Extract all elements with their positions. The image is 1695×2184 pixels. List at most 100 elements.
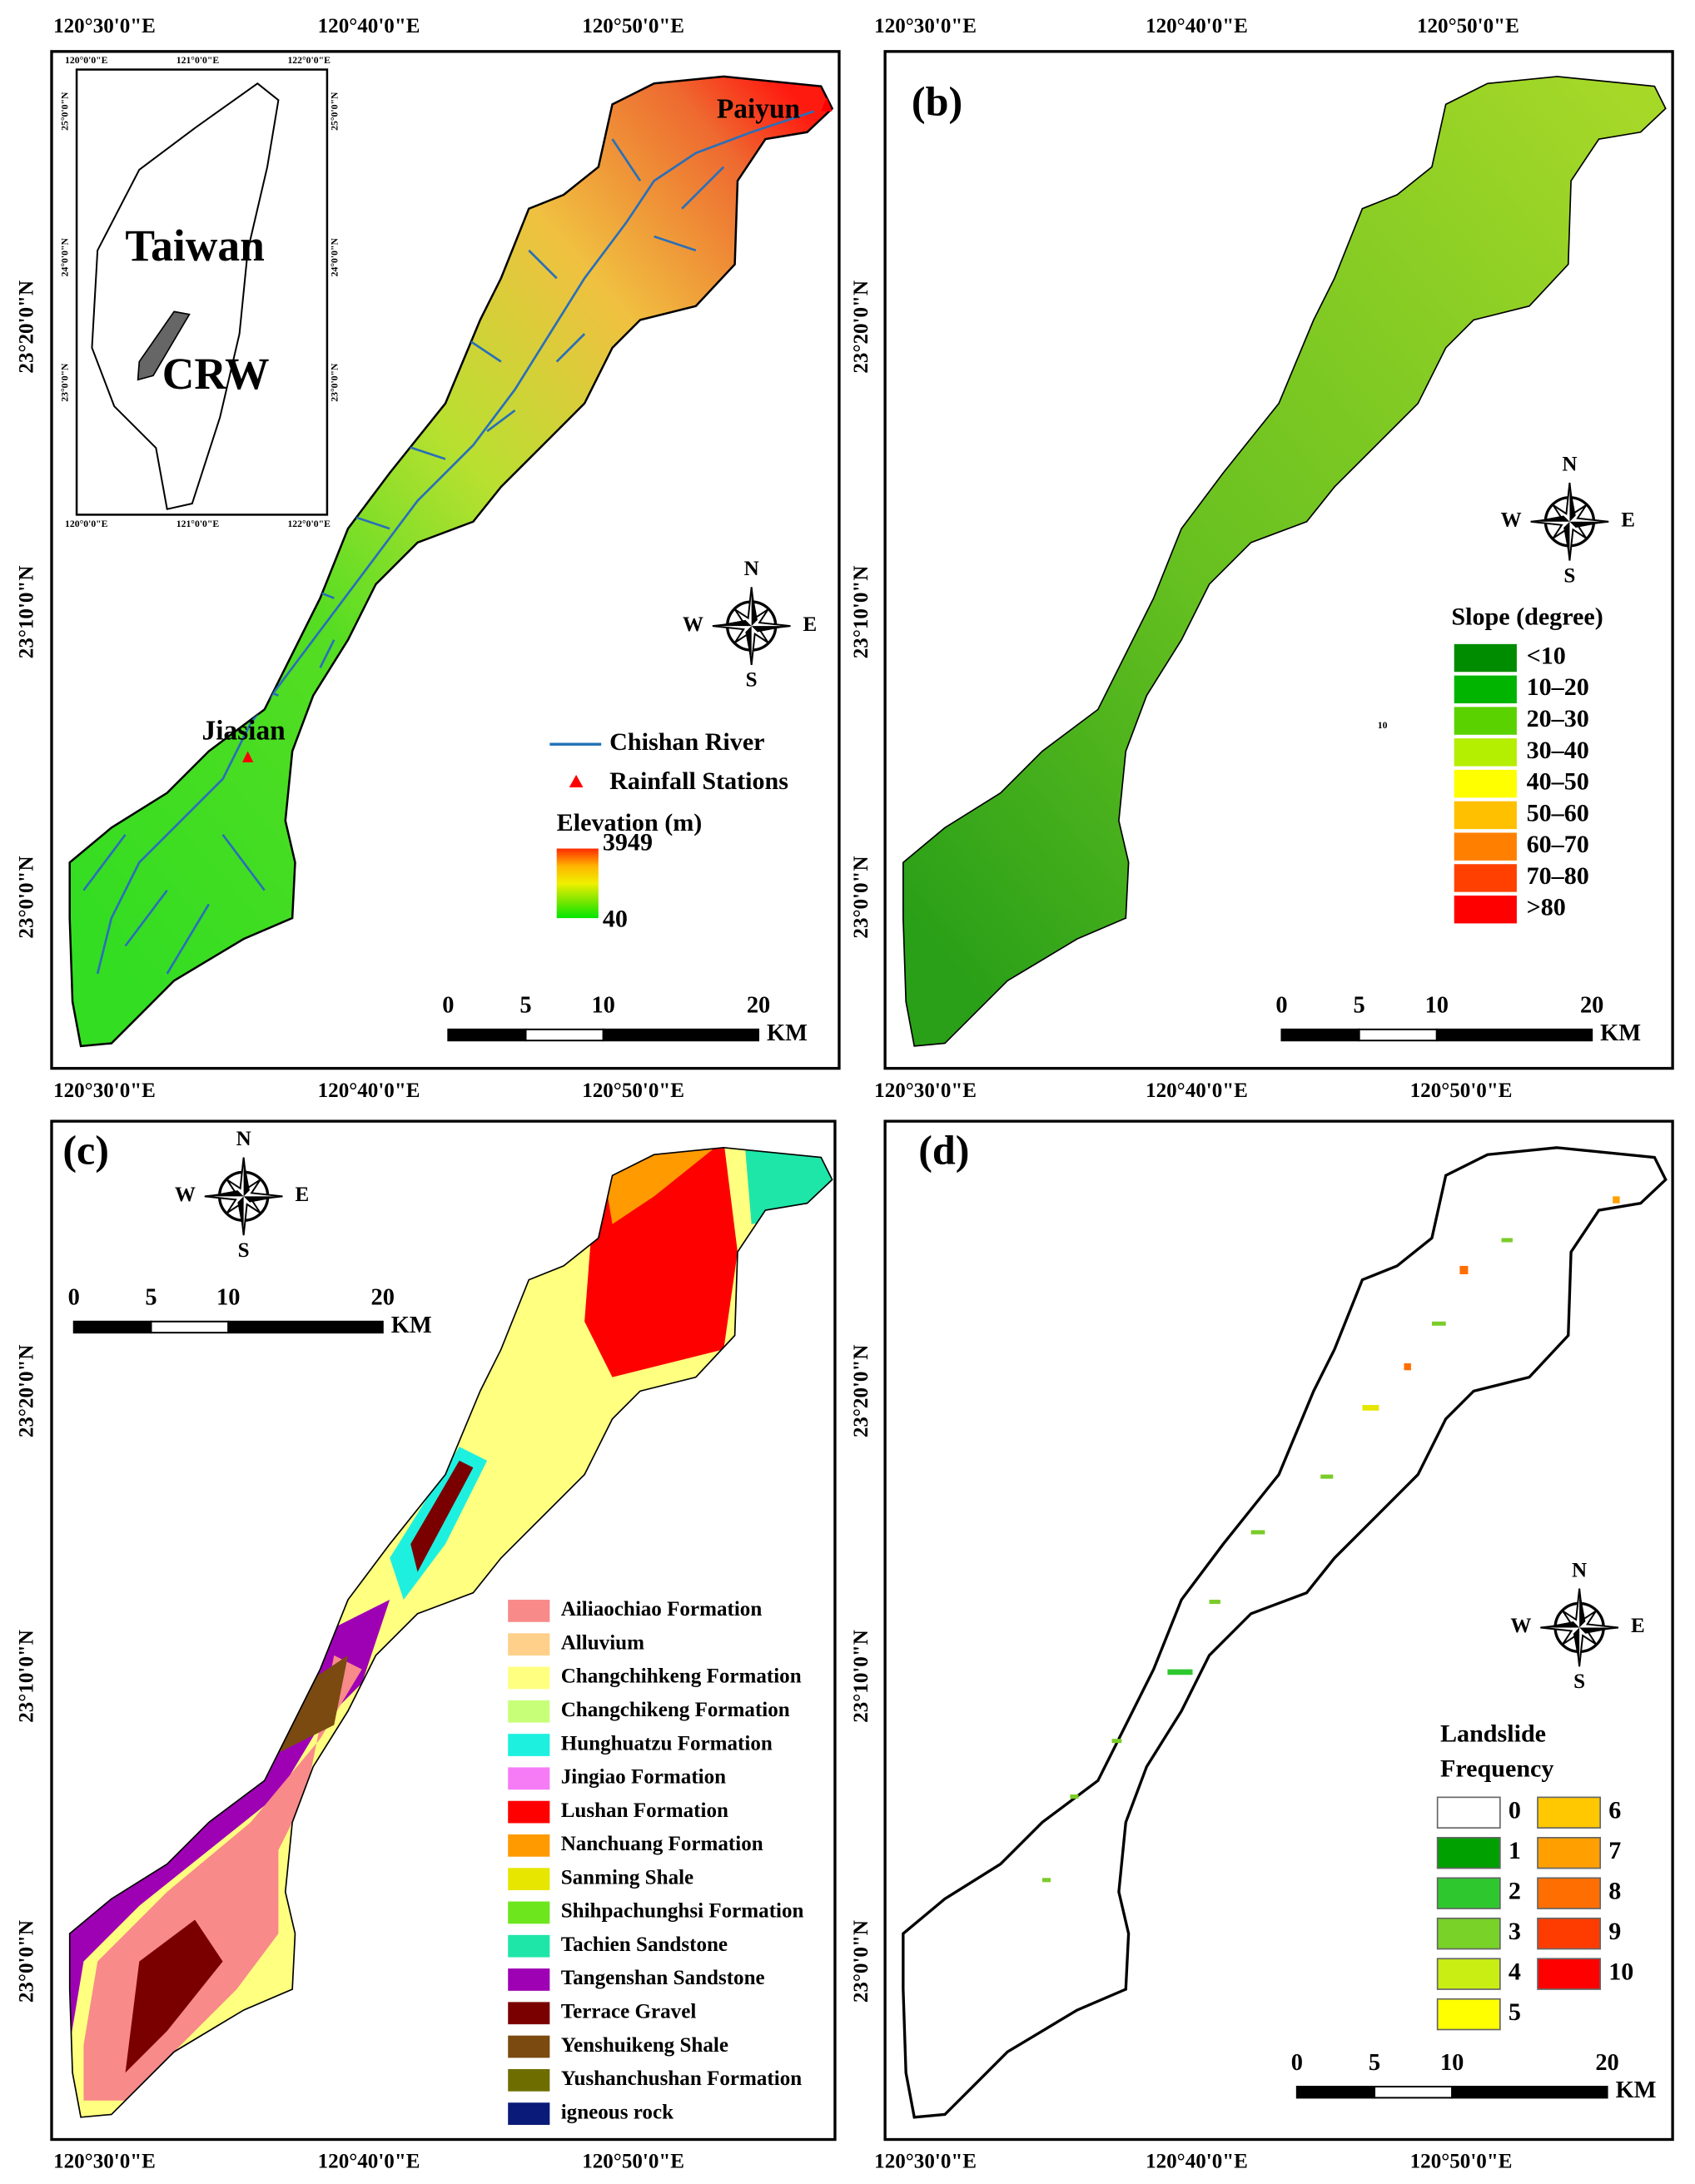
compass-point — [237, 1196, 244, 1236]
latitude-label: 23°20'0"N — [850, 280, 872, 374]
compass-point — [243, 1196, 283, 1203]
compass-rose — [1540, 1588, 1619, 1667]
compass-point — [1540, 1621, 1580, 1628]
inset-latitude: 23°0'0"N — [59, 363, 70, 402]
compass-rose — [712, 587, 791, 666]
legend-label: 5 — [1509, 1998, 1521, 2026]
landslide-map — [902, 1146, 1668, 2119]
longitude-label: 120°50'0"E — [1410, 1080, 1513, 1102]
scale-segment — [72, 1320, 152, 1334]
panel-label: (b) — [912, 78, 962, 125]
compass-point — [751, 626, 791, 633]
longitude-label: 120°30'0"E — [874, 15, 977, 37]
latitude-label: 23°10'0"N — [850, 1630, 872, 1723]
latitude-label: 23°20'0"N — [15, 1345, 37, 1438]
legend-swatch — [508, 2002, 550, 2025]
scale-label: 10 — [591, 993, 614, 1019]
panel-label: (c) — [62, 1127, 109, 1174]
compass-letter: S — [1563, 564, 1575, 587]
longitude-label: 120°40'0"E — [1146, 1080, 1248, 1102]
scale-label: 10 — [1425, 993, 1449, 1019]
compass-point — [745, 626, 752, 665]
longitude-label: 120°30'0"E — [874, 1080, 977, 1102]
compass-point — [1573, 1627, 1580, 1667]
legend-label: >80 — [1527, 893, 1566, 921]
scale-segment — [1451, 2086, 1608, 2099]
legend-swatch — [1537, 1837, 1602, 1869]
latitude-label: 23°0'0"N — [15, 1920, 37, 2003]
legend-label: 70–80 — [1527, 861, 1589, 890]
inset-latitude: 25°0'0"N — [330, 92, 340, 131]
longitude-label: 120°30'0"E — [53, 2151, 156, 2173]
legend-swatch — [508, 1968, 550, 1991]
legend-swatch — [508, 1734, 550, 1756]
longitude-label: 120°50'0"E — [582, 2151, 684, 2173]
longitude-label: 120°50'0"E — [582, 1080, 684, 1102]
compass-point — [1569, 521, 1609, 529]
legend-label: Lushan Formation — [561, 1799, 728, 1822]
compass-letter: E — [1631, 1615, 1645, 1637]
scale-segment — [227, 1320, 384, 1334]
colorbar — [556, 848, 599, 919]
scale-label: 0 — [1275, 993, 1287, 1019]
place-label: Paiyun — [717, 93, 801, 124]
scale-label: 5 — [1354, 993, 1365, 1019]
legend-swatch — [508, 1868, 550, 1891]
legend-label: 1 — [1509, 1836, 1521, 1864]
legend-swatch — [508, 1901, 550, 1924]
legend-swatch — [1537, 1796, 1602, 1829]
compass-point — [712, 619, 752, 627]
legend-label: Hunghuatzu Formation — [561, 1732, 773, 1755]
compass-letter: W — [1510, 1615, 1531, 1637]
geology-map — [68, 1147, 833, 2118]
legend-swatch — [508, 2068, 550, 2092]
compass-letter: E — [803, 613, 818, 636]
compass-letter: N — [744, 558, 759, 580]
compass-rose — [1530, 482, 1609, 561]
legend-swatch — [1436, 1958, 1501, 1990]
scale-label: 20 — [1580, 993, 1603, 1019]
legend-triangle — [569, 774, 584, 787]
inset-longitude: 121°0'0"E — [176, 55, 220, 66]
legend-swatch — [1436, 1998, 1501, 2031]
latitude-label: 23°20'0"N — [850, 1345, 872, 1438]
latitude-label: 23°10'0"N — [15, 1630, 37, 1723]
place-label: Jiasian — [202, 715, 286, 746]
legend-swatch — [508, 1800, 550, 1824]
scale-segment — [524, 1028, 604, 1042]
legend-label: Rainfall Stations — [609, 767, 788, 795]
compass-letter: E — [295, 1184, 309, 1206]
legend-label: Sanming Shale — [561, 1866, 693, 1889]
compass-point — [1563, 521, 1570, 561]
latitude-label: 23°10'0"N — [15, 566, 37, 659]
scale-label: 0 — [1291, 2050, 1303, 2076]
compass-letter: S — [238, 1239, 250, 1262]
legend-label: Nanchuang Formation — [561, 1833, 763, 1855]
colorbar-max: 3949 — [603, 827, 653, 856]
inset-longitude: 120°0'0"E — [65, 519, 108, 529]
inset-longitude: 122°0'0"E — [287, 519, 331, 529]
legend-swatch — [508, 2035, 550, 2058]
scale-label: 5 — [145, 1285, 157, 1311]
scale-segment — [1374, 2086, 1454, 2099]
scale-segment — [1435, 1028, 1593, 1042]
legend-swatch — [508, 1700, 550, 1723]
legend-title: Landslide — [1440, 1720, 1546, 1748]
compass-letter: S — [746, 669, 758, 692]
compass-point — [1579, 1588, 1586, 1628]
scale-label: 10 — [216, 1285, 240, 1311]
inset-latitude: 24°0'0"N — [330, 238, 340, 277]
inset-label: Taiwan — [125, 221, 264, 271]
inset-longitude: 122°0'0"E — [287, 55, 331, 66]
legend-label: 9 — [1608, 1917, 1621, 1945]
scale-label: 5 — [519, 993, 531, 1019]
legend-swatch — [508, 1666, 550, 1690]
compass-letter: W — [1501, 509, 1522, 532]
station-marker — [821, 97, 833, 112]
legend-label: 30–40 — [1527, 736, 1589, 764]
compass-letter: W — [683, 613, 703, 636]
legend-label: Shihpachunghsi Formation — [561, 1900, 804, 1923]
legend-label: 50–60 — [1527, 798, 1589, 826]
compass-letter: N — [1572, 1559, 1587, 1581]
legend-label: 60–70 — [1527, 830, 1589, 858]
